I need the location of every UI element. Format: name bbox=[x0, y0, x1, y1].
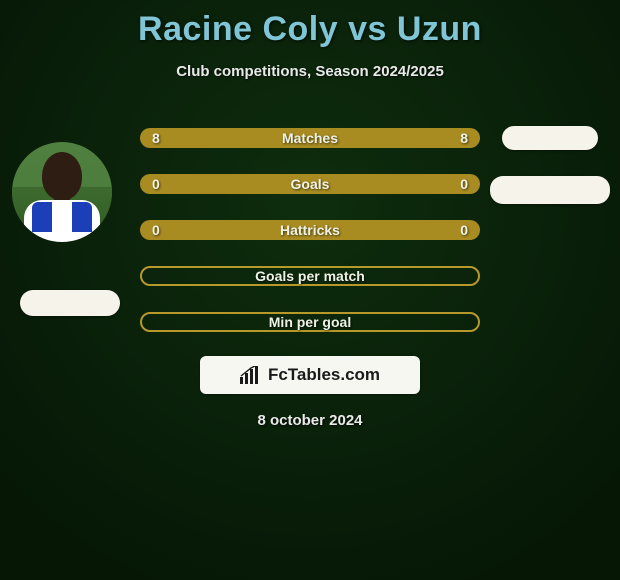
stat-label: Goals per match bbox=[142, 268, 478, 284]
stat-right-value: 0 bbox=[460, 176, 468, 192]
stat-right-value: 0 bbox=[460, 222, 468, 238]
subtitle: Club competitions, Season 2024/2025 bbox=[0, 63, 620, 80]
avatar-illustration bbox=[12, 142, 112, 242]
stat-left-value: 8 bbox=[152, 130, 160, 146]
stat-left-value: 0 bbox=[152, 222, 160, 238]
player-left-avatar bbox=[12, 142, 112, 242]
stat-bar-mpg: Min per goal bbox=[140, 312, 480, 332]
watermark-text: FcTables.com bbox=[268, 365, 380, 385]
stat-bar-goals: 0 Goals 0 bbox=[140, 174, 480, 194]
watermark: FcTables.com bbox=[200, 356, 420, 394]
player-right-name-pill-a bbox=[502, 126, 598, 150]
stat-label: Min per goal bbox=[142, 314, 478, 330]
stat-left-value: 0 bbox=[152, 176, 160, 192]
date-text: 8 october 2024 bbox=[0, 412, 620, 429]
player-left-name-pill bbox=[20, 290, 120, 316]
stat-label: Matches bbox=[140, 130, 480, 146]
player-right-name-pill-b bbox=[490, 176, 610, 204]
bars-icon bbox=[240, 366, 262, 384]
stat-bar-matches: 8 Matches 8 bbox=[140, 128, 480, 148]
stat-bar-gpm: Goals per match bbox=[140, 266, 480, 286]
comparison-card: Racine Coly vs Uzun Club competitions, S… bbox=[0, 0, 620, 580]
stat-bar-hattricks: 0 Hattricks 0 bbox=[140, 220, 480, 240]
page-title: Racine Coly vs Uzun bbox=[0, 0, 620, 49]
stat-label: Goals bbox=[140, 176, 480, 192]
stat-bars: 8 Matches 8 0 Goals 0 0 Hattricks 0 Goal… bbox=[140, 128, 480, 358]
stat-right-value: 8 bbox=[460, 130, 468, 146]
stat-label: Hattricks bbox=[140, 222, 480, 238]
